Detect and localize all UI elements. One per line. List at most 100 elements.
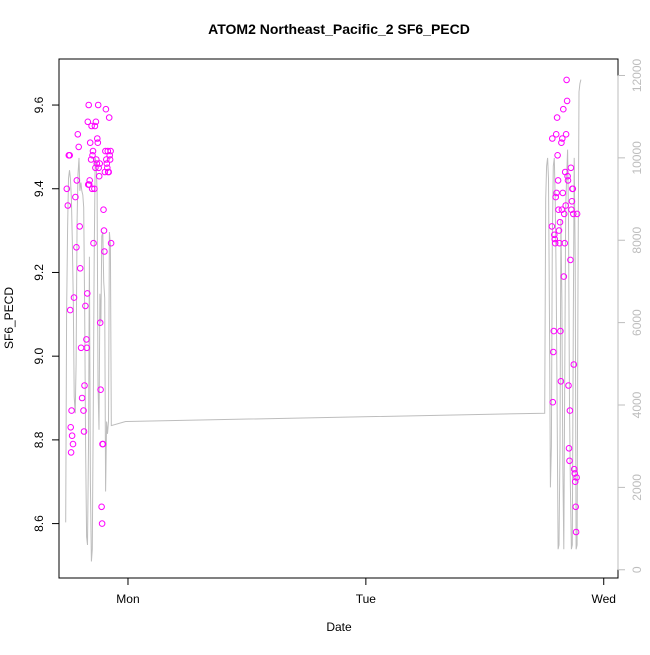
data-point	[68, 432, 76, 440]
data-point	[564, 177, 572, 184]
data-point	[573, 474, 580, 481]
data-point	[106, 152, 113, 159]
left-tick-label: 8.8	[32, 431, 46, 448]
data-point	[84, 290, 91, 297]
data-point	[83, 336, 90, 343]
data-point	[554, 177, 562, 184]
data-point	[561, 239, 569, 247]
right-axis: 0 2000 4000 6000 8000 10000 12000	[617, 58, 644, 573]
x-axis-label: Date	[326, 620, 352, 634]
data-point	[63, 185, 71, 193]
data-point	[560, 105, 567, 113]
data-point	[92, 118, 100, 126]
data-point	[570, 361, 578, 368]
data-point	[90, 239, 97, 247]
data-point	[549, 398, 557, 406]
data-point	[551, 231, 558, 239]
data-point	[565, 445, 573, 452]
data-point	[562, 131, 570, 138]
data-point	[567, 164, 575, 172]
left-tick-label: 9.2	[32, 264, 46, 281]
data-point	[100, 227, 108, 234]
right-tick-label: 0	[630, 566, 644, 573]
bottom-tick-label: Tue	[356, 592, 377, 606]
data-point	[89, 147, 97, 155]
data-point	[571, 470, 579, 477]
data-point	[552, 193, 560, 201]
data-point	[566, 407, 574, 414]
data-point	[565, 382, 572, 389]
data-point	[86, 177, 93, 184]
data-point	[96, 319, 104, 327]
data-point	[554, 152, 561, 159]
data-point	[83, 344, 91, 352]
data-point	[106, 156, 114, 163]
right-tick-label: 4000	[630, 391, 644, 418]
data-point	[74, 131, 82, 138]
data-point	[93, 156, 100, 163]
data-point	[105, 114, 113, 121]
bottom-tick-label: Wed	[591, 592, 615, 606]
data-point	[88, 185, 96, 193]
data-point	[572, 503, 580, 511]
data-point	[562, 202, 570, 209]
left-tick-label: 9.4	[32, 180, 46, 197]
data-point	[89, 152, 96, 159]
data-point	[99, 440, 107, 448]
data-point	[78, 394, 86, 402]
data-point	[85, 101, 92, 109]
data-point	[555, 227, 563, 234]
data-point	[551, 235, 559, 243]
data-point	[66, 306, 74, 314]
sf6-points	[63, 76, 581, 536]
data-point	[76, 223, 83, 230]
data-point	[104, 147, 112, 155]
data-point	[75, 143, 82, 151]
data-point	[571, 478, 579, 486]
data-point	[68, 407, 75, 414]
data-point	[73, 177, 81, 184]
data-point	[100, 206, 107, 213]
right-tick-label: 6000	[630, 309, 644, 336]
data-point	[551, 239, 559, 247]
series-line	[65, 79, 582, 562]
data-point	[570, 465, 578, 473]
data-point	[92, 164, 99, 172]
data-point	[569, 185, 577, 193]
data-point	[67, 424, 74, 431]
data-point	[80, 407, 87, 414]
data-point	[70, 294, 78, 301]
data-point	[105, 168, 112, 176]
data-point	[564, 172, 571, 180]
data-point	[80, 428, 88, 435]
data-point	[95, 172, 103, 180]
data-point	[69, 440, 77, 448]
data-point	[107, 239, 115, 247]
data-point	[84, 118, 92, 126]
data-point	[95, 164, 102, 172]
data-point	[563, 97, 571, 105]
bottom-tick-label: Mon	[116, 592, 139, 606]
data-point	[103, 160, 111, 167]
right-tick-label: 2000	[630, 474, 644, 501]
data-point	[77, 344, 85, 352]
data-point	[557, 327, 564, 335]
data-point	[64, 202, 72, 209]
data-point	[563, 76, 570, 84]
chart-title: ATOM2 Northeast_Pacific_2 SF6_PECD	[208, 21, 470, 37]
right-tick-label: 12000	[630, 58, 644, 92]
data-point	[560, 210, 568, 218]
left-tick-label: 8.6	[32, 515, 46, 532]
plot-frame	[58, 58, 619, 579]
left-axis: 8.6 8.8 9.0 9.2 9.4 9.6	[32, 96, 60, 532]
data-point	[559, 189, 567, 197]
data-point	[568, 198, 576, 205]
data-point	[570, 210, 577, 218]
data-point	[88, 122, 95, 130]
right-tick-label: 10000	[630, 141, 644, 175]
data-point	[553, 189, 560, 197]
data-point	[98, 520, 106, 527]
data-point	[557, 378, 565, 385]
data-point	[104, 164, 111, 172]
